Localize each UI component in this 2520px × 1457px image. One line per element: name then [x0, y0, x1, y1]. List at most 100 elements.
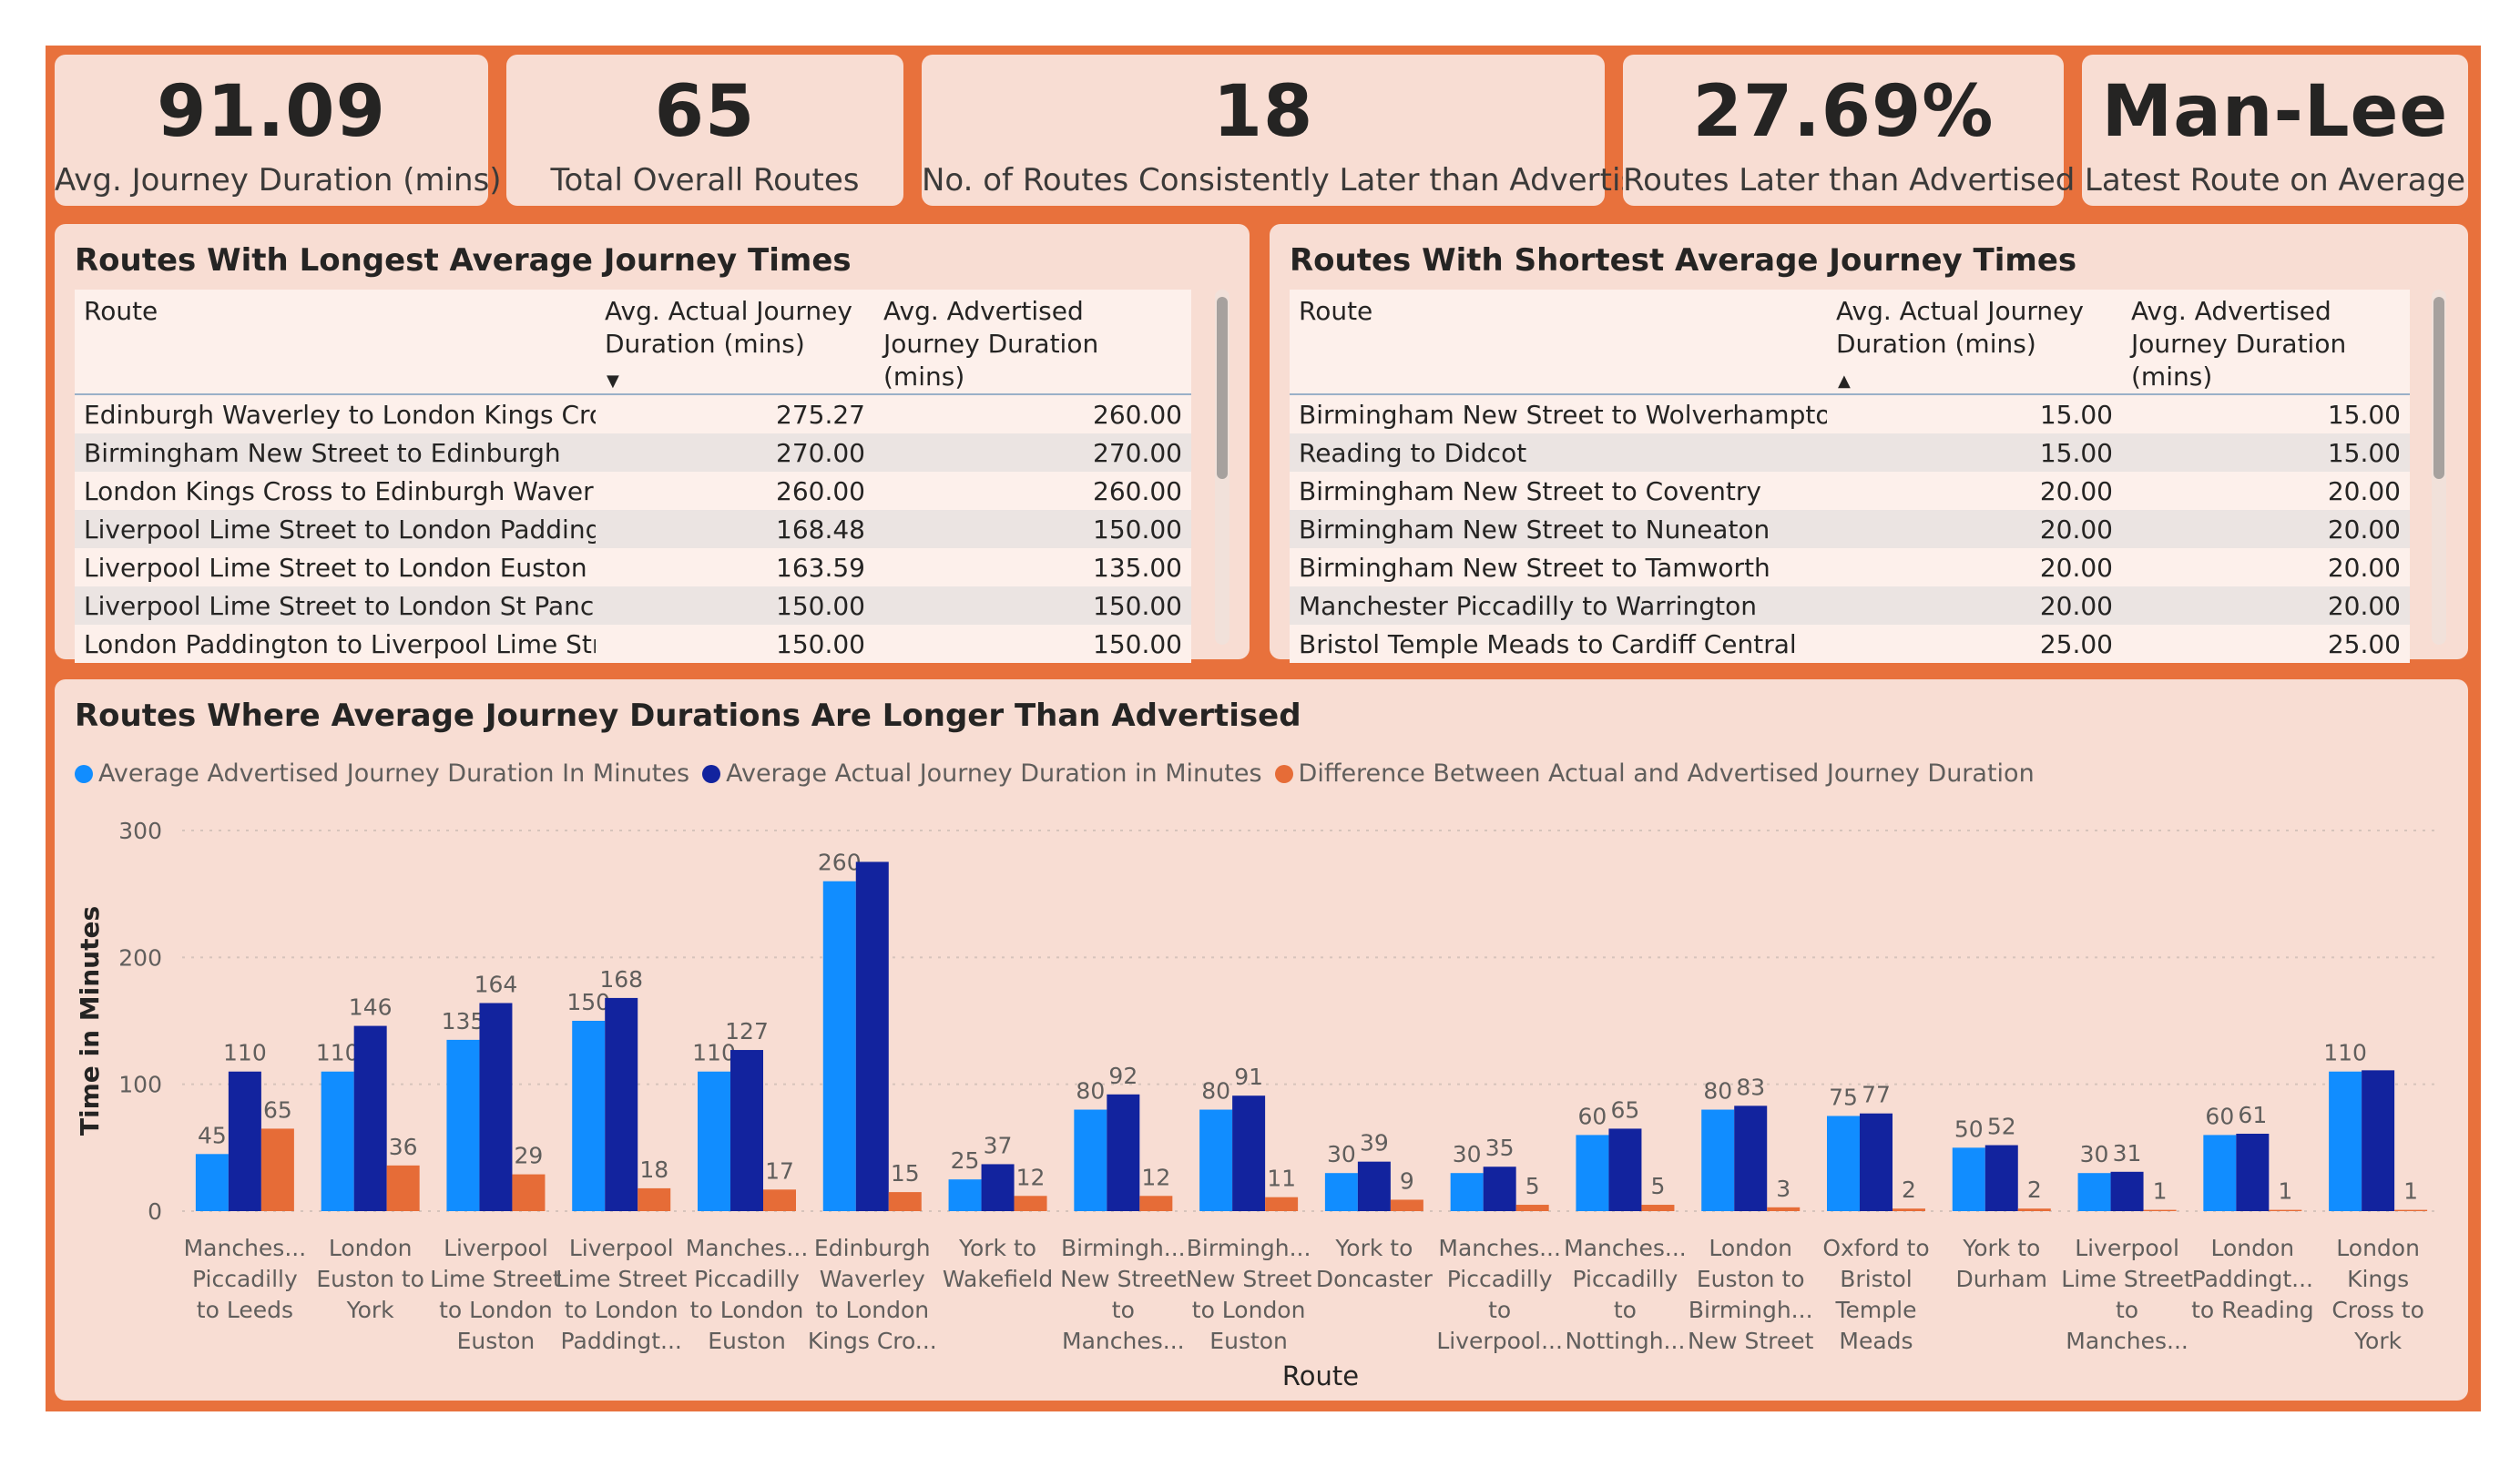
- bar: [1450, 1173, 1484, 1211]
- table-row[interactable]: Birmingham New Street to Edinburgh 270.00…: [75, 433, 1191, 472]
- table-row[interactable]: London Paddington to Liverpool Lime Stre…: [75, 625, 1191, 663]
- data-label: 39: [1360, 1130, 1389, 1156]
- actual-duration-cell: 15.00: [1827, 394, 2122, 433]
- scrollbar[interactable]: [2432, 290, 2446, 645]
- data-label: 1: [2153, 1178, 2168, 1205]
- data-label: 83: [1736, 1074, 1765, 1100]
- x-tick-label: York to: [1334, 1235, 1413, 1261]
- longest-routes-panel: Routes With Longest Average Journey Time…: [55, 224, 1250, 663]
- table-row[interactable]: Liverpool Lime Street to London Euston 16…: [75, 548, 1191, 586]
- x-tick-label: Oxford to: [1822, 1235, 1929, 1261]
- table-row[interactable]: Reading to Didcot 15.00 15.00: [1290, 433, 2410, 472]
- bar: [260, 1128, 294, 1211]
- route-cell: London Paddington to Liverpool Lime Stre…: [75, 625, 596, 663]
- column-header-advertised[interactable]: Avg. Advertised Journey Duration (mins): [874, 290, 1191, 395]
- x-tick-label: Birmingh...: [1061, 1235, 1186, 1261]
- kpi-label: Total Overall Routes: [550, 162, 860, 199]
- actual-duration-cell: 163.59: [596, 548, 874, 586]
- actual-duration-cell: 15.00: [1827, 433, 2122, 472]
- advertised-duration-cell: 260.00: [874, 394, 1191, 433]
- data-label: 75: [1829, 1085, 1858, 1111]
- x-tick-label: to London: [1192, 1297, 1306, 1323]
- y-tick-label: 200: [118, 944, 162, 971]
- data-label: 146: [349, 994, 393, 1021]
- legend-item-advertised[interactable]: Average Advertised Journey Duration In M…: [75, 759, 689, 788]
- bar: [763, 1189, 796, 1211]
- advertised-duration-cell: 25.00: [2122, 625, 2410, 663]
- data-label: 164: [474, 971, 518, 997]
- advertised-duration-cell: 20.00: [2122, 586, 2410, 625]
- sort-ascending-icon[interactable]: ▲: [1838, 372, 1851, 391]
- table-row[interactable]: Birmingham New Street to Tamworth 20.00 20…: [1290, 548, 2410, 586]
- table-row[interactable]: Liverpool Lime Street to London St Pancr…: [75, 586, 1191, 625]
- x-tick-label: York to: [1962, 1235, 2040, 1261]
- column-header-advertised[interactable]: Avg. Advertised Journey Duration (mins): [2122, 290, 2410, 395]
- bar: [1984, 1145, 2018, 1211]
- bar: [512, 1174, 546, 1211]
- x-tick-label: Manches...: [1564, 1235, 1687, 1261]
- bar: [1199, 1109, 1233, 1211]
- data-label: 77: [1862, 1082, 1891, 1108]
- column-header-route[interactable]: Route: [75, 290, 596, 395]
- y-axis-title: Time in Minutes: [75, 906, 105, 1136]
- sort-descending-icon[interactable]: ▼: [607, 372, 619, 391]
- kpi-label: Avg. Journey Duration (mins): [55, 162, 502, 199]
- bar: [1515, 1205, 1549, 1211]
- x-tick-label: to Leeds: [197, 1297, 293, 1323]
- advertised-duration-cell: 150.00: [874, 625, 1191, 663]
- kpi-label: No. of Routes Consistently Later than Ad…: [922, 162, 1676, 199]
- table-row[interactable]: London Kings Cross to Edinburgh Waverley…: [75, 472, 1191, 510]
- data-label: 65: [1611, 1096, 1640, 1123]
- data-label: 30: [1453, 1141, 1482, 1167]
- scrollbar[interactable]: [1215, 290, 1229, 645]
- bar: [2143, 1209, 2177, 1211]
- bar: [572, 1021, 606, 1211]
- bar: [1357, 1161, 1391, 1211]
- x-tick-label: Liverpool: [569, 1235, 674, 1261]
- x-tick-label: Kings: [2347, 1266, 2409, 1292]
- data-label: 5: [1525, 1173, 1540, 1199]
- longest-routes-table: Route Avg. Actual Journey Duration (mins…: [75, 290, 1191, 663]
- actual-duration-cell: 275.27: [596, 394, 874, 433]
- data-label: 110: [223, 1040, 267, 1066]
- bar: [321, 1071, 354, 1211]
- actual-duration-cell: 20.00: [1827, 472, 2122, 510]
- data-label: 25: [951, 1147, 980, 1174]
- legend-item-difference[interactable]: Difference Between Actual and Advertised…: [1274, 759, 2035, 788]
- table-row[interactable]: Birmingham New Street to Coventry 20.00 20…: [1290, 472, 2410, 510]
- advertised-duration-cell: 135.00: [874, 548, 1191, 586]
- bar: [1265, 1197, 1299, 1211]
- data-label: 80: [1076, 1078, 1105, 1105]
- actual-duration-cell: 168.48: [596, 510, 874, 548]
- route-cell: Manchester Piccadilly to Warrington: [1290, 586, 1827, 625]
- column-header-actual[interactable]: Avg. Actual Journey Duration (mins) ▲: [1827, 290, 2122, 395]
- data-label: 168: [599, 966, 643, 993]
- x-tick-label: York to: [958, 1235, 1036, 1261]
- bar: [1576, 1135, 1609, 1211]
- bar: [1860, 1113, 1893, 1211]
- scrollbar-thumb[interactable]: [2433, 297, 2444, 479]
- data-label: 31: [2113, 1140, 2142, 1167]
- data-label: 35: [1485, 1135, 1515, 1161]
- kpi-value: 91.09: [157, 71, 386, 153]
- table-row[interactable]: Manchester Piccadilly to Warrington 20.00…: [1290, 586, 2410, 625]
- x-tick-label: Temple: [1835, 1297, 1917, 1323]
- table-row[interactable]: Liverpool Lime Street to London Paddingt…: [75, 510, 1191, 548]
- table-row[interactable]: Birmingham New Street to Wolverhampton 15…: [1290, 394, 2410, 433]
- column-header-actual[interactable]: Avg. Actual Journey Duration (mins) ▼: [596, 290, 874, 395]
- kpi-value: Man-Lee: [2101, 71, 2449, 153]
- advertised-duration-cell: 150.00: [874, 510, 1191, 548]
- scrollbar-thumb[interactable]: [1217, 297, 1228, 479]
- table-row[interactable]: Bristol Temple Meads to Cardiff Central 2…: [1290, 625, 2410, 663]
- bar: [1701, 1109, 1735, 1211]
- actual-duration-cell: 150.00: [596, 625, 874, 663]
- table-row[interactable]: Edinburgh Waverley to London Kings Cross…: [75, 394, 1191, 433]
- x-tick-label: Cross to: [2331, 1297, 2424, 1323]
- bar-chart: 0 100 200 300 Time in Minutes Route 45 110 65 Man…: [75, 818, 2441, 1391]
- legend-item-actual[interactable]: Average Actual Journey Duration in Minut…: [702, 759, 1262, 788]
- kpi-value: 18: [1212, 71, 1314, 153]
- x-tick-label: Liverpool...: [1436, 1328, 1563, 1354]
- table-row[interactable]: Birmingham New Street to Nuneaton 20.00 20…: [1290, 510, 2410, 548]
- bar: [1827, 1116, 1860, 1211]
- column-header-route[interactable]: Route: [1290, 290, 1827, 395]
